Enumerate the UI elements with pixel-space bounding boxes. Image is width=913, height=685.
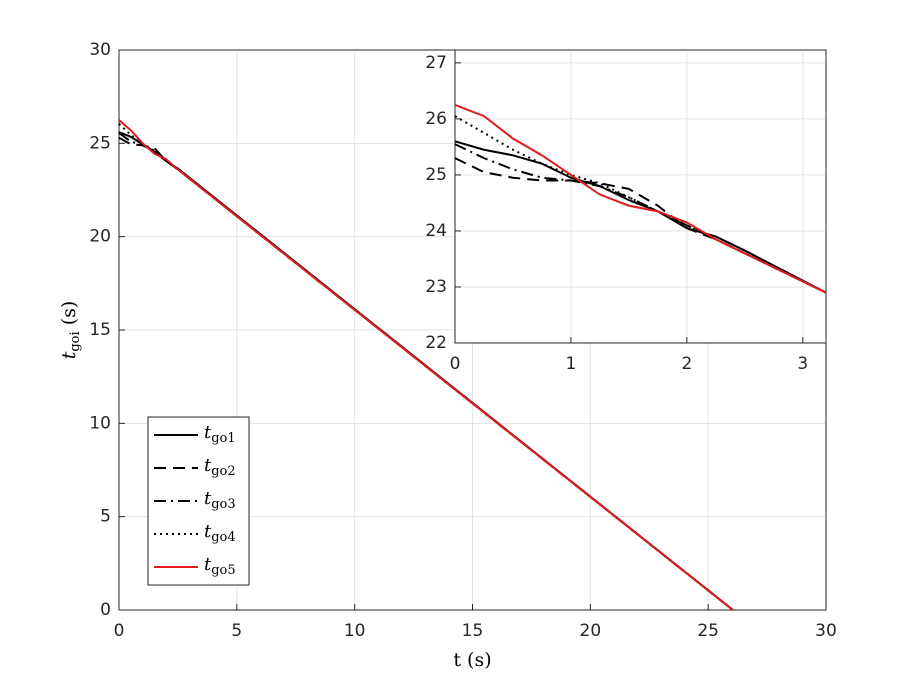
y-axis-label: tgoi (s) xyxy=(58,301,83,360)
y-tick-label: 25 xyxy=(89,133,111,153)
x-tick-label: 0 xyxy=(114,621,125,641)
x-tick-label: 10 xyxy=(344,621,366,641)
legend-label: tgo5 xyxy=(204,554,236,578)
y-tick-label: 23 xyxy=(425,277,447,297)
x-tick-label: 3 xyxy=(797,354,808,374)
x-tick-label: 5 xyxy=(231,621,242,641)
x-tick-label: 1 xyxy=(566,354,577,374)
axes-box xyxy=(454,49,827,344)
y-tick-label: 27 xyxy=(425,53,447,73)
x-tick-label: 20 xyxy=(580,621,602,641)
series-line xyxy=(454,103,827,294)
series-line xyxy=(454,140,827,294)
y-tick-label: 10 xyxy=(89,413,111,433)
series-line xyxy=(454,143,827,294)
x-tick-label: 30 xyxy=(815,621,837,641)
x-tick-label: 2 xyxy=(681,354,692,374)
x-tick-label: 25 xyxy=(697,621,719,641)
legend-label: tgo1 xyxy=(204,422,236,446)
x-tick-label: 0 xyxy=(450,354,461,374)
y-tick-label: 20 xyxy=(89,227,111,247)
x-axis-label: t (s) xyxy=(453,649,491,671)
series-line xyxy=(118,119,734,611)
legend-label: tgo4 xyxy=(204,521,236,545)
y-tick-label: 15 xyxy=(89,320,111,340)
y-tick-label: 24 xyxy=(425,221,447,241)
y-tick-label: 30 xyxy=(89,40,111,60)
y-tick-label: 22 xyxy=(425,333,447,353)
y-tick-label: 26 xyxy=(425,109,447,129)
y-tick-label: 25 xyxy=(425,165,447,185)
y-tick-label: 5 xyxy=(100,507,111,527)
x-tick-label: 15 xyxy=(462,621,484,641)
y-tick-label: 0 xyxy=(100,600,111,620)
legend-label: tgo3 xyxy=(204,488,236,512)
legend-label: tgo2 xyxy=(204,455,236,479)
